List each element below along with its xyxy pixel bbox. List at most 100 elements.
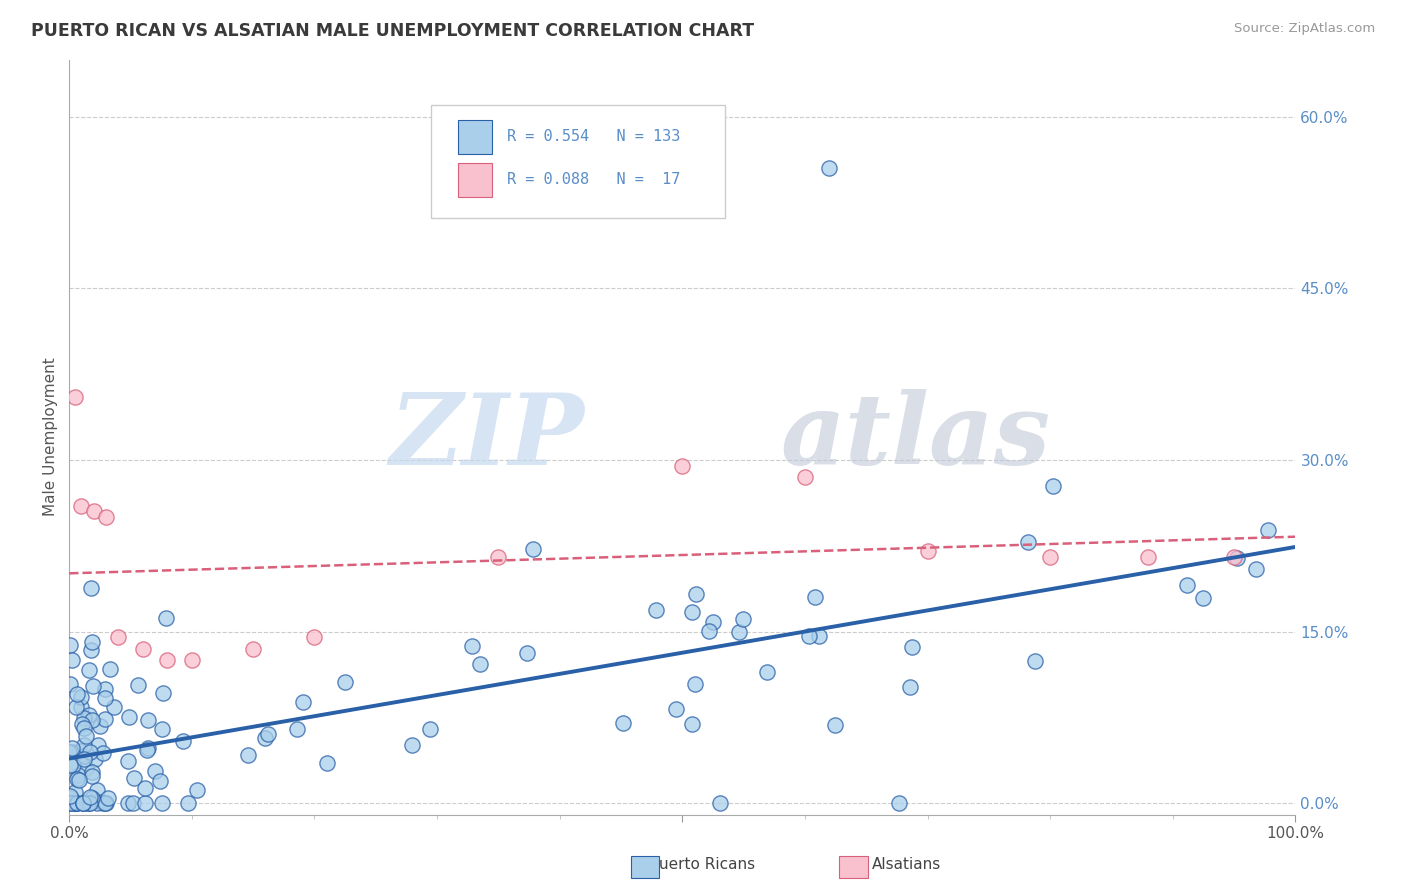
Point — [132, 641, 155, 656]
Text: R = 0.088   N =  17: R = 0.088 N = 17 — [508, 172, 681, 186]
Point — [72, 796, 94, 810]
Point — [1191, 591, 1213, 605]
Point — [134, 796, 156, 810]
Point — [82, 791, 104, 805]
Point — [91, 746, 114, 760]
Point — [94, 510, 117, 524]
Text: ZIP: ZIP — [389, 389, 585, 485]
Point — [186, 783, 208, 797]
Point — [63, 785, 86, 799]
Point — [254, 731, 277, 746]
Point — [1017, 535, 1039, 549]
Point — [316, 756, 339, 771]
Text: Alsatians: Alsatians — [872, 857, 942, 872]
Point — [143, 764, 166, 778]
Point — [63, 796, 86, 810]
Point — [98, 661, 121, 675]
Point — [117, 796, 139, 810]
Point — [733, 612, 755, 626]
Point — [285, 722, 308, 736]
Point — [94, 796, 117, 810]
Point — [917, 544, 939, 558]
Point — [1244, 561, 1267, 575]
Point — [94, 691, 117, 706]
FancyBboxPatch shape — [458, 162, 492, 197]
Point — [94, 681, 117, 696]
Point — [72, 796, 94, 810]
Point — [685, 677, 707, 691]
Point — [486, 550, 509, 565]
Point — [77, 796, 100, 810]
Point — [1137, 550, 1160, 565]
Point — [177, 796, 200, 810]
Point — [65, 796, 87, 810]
Text: R = 0.554   N = 133: R = 0.554 N = 133 — [508, 128, 681, 144]
Point — [172, 733, 194, 747]
Point — [136, 741, 159, 756]
Point — [60, 791, 83, 805]
Point — [333, 674, 356, 689]
Point — [149, 774, 172, 789]
Point — [80, 581, 103, 595]
Point — [91, 796, 114, 810]
Point — [65, 796, 87, 810]
Point — [60, 745, 83, 759]
Point — [65, 796, 87, 810]
Point — [804, 590, 827, 604]
Point — [76, 796, 98, 810]
Point — [79, 707, 101, 722]
Point — [808, 629, 831, 643]
Point — [82, 769, 104, 783]
Point — [66, 772, 89, 787]
Point — [73, 738, 96, 752]
Point — [73, 749, 96, 764]
Point — [645, 602, 668, 616]
Point — [135, 743, 157, 757]
Point — [58, 745, 80, 759]
Point — [65, 796, 87, 810]
Point — [79, 796, 101, 810]
Point — [1039, 550, 1062, 565]
Point — [97, 790, 120, 805]
Point — [59, 789, 82, 803]
Point — [127, 678, 149, 692]
Point — [73, 752, 96, 766]
Point — [794, 470, 817, 484]
Point — [60, 741, 83, 756]
Text: atlas: atlas — [780, 389, 1050, 485]
Y-axis label: Male Unemployment: Male Unemployment — [44, 358, 58, 516]
Point — [77, 663, 100, 677]
Point — [461, 639, 484, 653]
Text: Puerto Ricans: Puerto Ricans — [651, 857, 755, 872]
Point — [1223, 550, 1246, 565]
Point — [291, 695, 314, 709]
Point — [155, 611, 177, 625]
Point — [93, 712, 115, 726]
FancyBboxPatch shape — [458, 120, 492, 153]
Point — [72, 717, 94, 731]
Point — [82, 679, 104, 693]
Point — [419, 722, 441, 736]
Point — [118, 710, 141, 724]
Point — [685, 587, 707, 601]
Point — [1175, 578, 1198, 592]
Point — [150, 722, 173, 736]
Point — [59, 796, 82, 810]
Point — [122, 771, 145, 785]
Point — [79, 642, 101, 657]
Point — [1257, 523, 1279, 537]
Point — [59, 758, 82, 772]
Point — [468, 657, 491, 671]
Point — [304, 630, 326, 644]
Point — [671, 458, 693, 473]
Point — [180, 653, 202, 667]
Point — [67, 772, 90, 787]
Point — [73, 711, 96, 725]
Point — [59, 676, 82, 690]
Point — [70, 700, 93, 714]
Point — [755, 665, 778, 679]
Point — [65, 699, 87, 714]
Point — [94, 796, 117, 810]
Point — [887, 796, 910, 810]
Point — [681, 605, 703, 619]
